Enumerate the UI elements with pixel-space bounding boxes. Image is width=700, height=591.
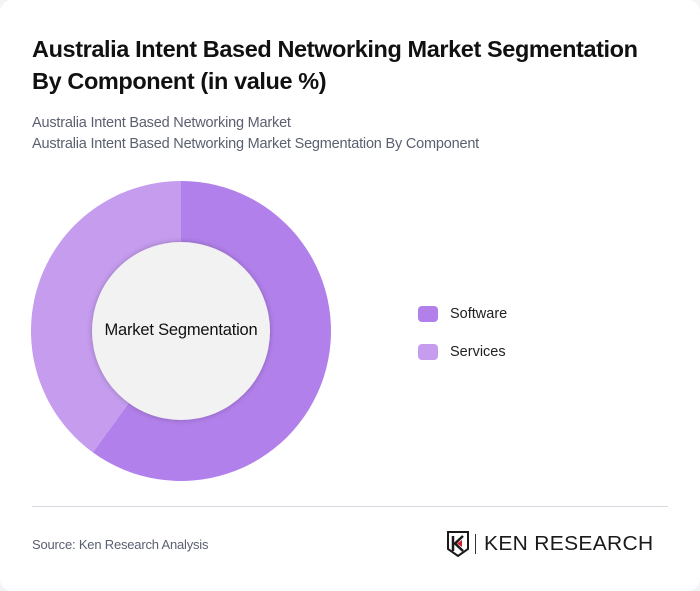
legend-label-services: Services bbox=[450, 344, 506, 360]
legend-label-software: Software bbox=[450, 306, 508, 322]
subtitle-line-1: Australia Intent Based Networking Market bbox=[32, 115, 291, 131]
legend-item-services[interactable]: Services bbox=[418, 342, 507, 362]
ken-research-shield-icon bbox=[447, 531, 469, 557]
source-note: Source: Ken Research Analysis bbox=[32, 537, 209, 552]
chart-legend: Software Services bbox=[418, 304, 507, 380]
donut-chart bbox=[31, 181, 331, 481]
logo-separator bbox=[475, 534, 476, 554]
chart-subtitle: Australia Intent Based Networking Market… bbox=[32, 113, 672, 155]
ken-research-logo: KEN RESEARCH bbox=[447, 530, 653, 558]
footer-divider bbox=[32, 506, 668, 507]
chart-title: Australia Intent Based Networking Market… bbox=[32, 36, 638, 94]
legend-swatch-services bbox=[418, 344, 438, 360]
donut-center-label: Market Segmentation bbox=[104, 321, 258, 339]
subtitle-line-2: Australia Intent Based Networking Market… bbox=[32, 136, 480, 152]
legend-item-software[interactable]: Software bbox=[418, 304, 507, 324]
donut-center bbox=[92, 242, 270, 420]
chart-area: Market Segmentation Software Services bbox=[0, 170, 700, 500]
logo-text: KEN RESEARCH bbox=[484, 532, 654, 555]
legend-swatch-software bbox=[418, 306, 438, 322]
